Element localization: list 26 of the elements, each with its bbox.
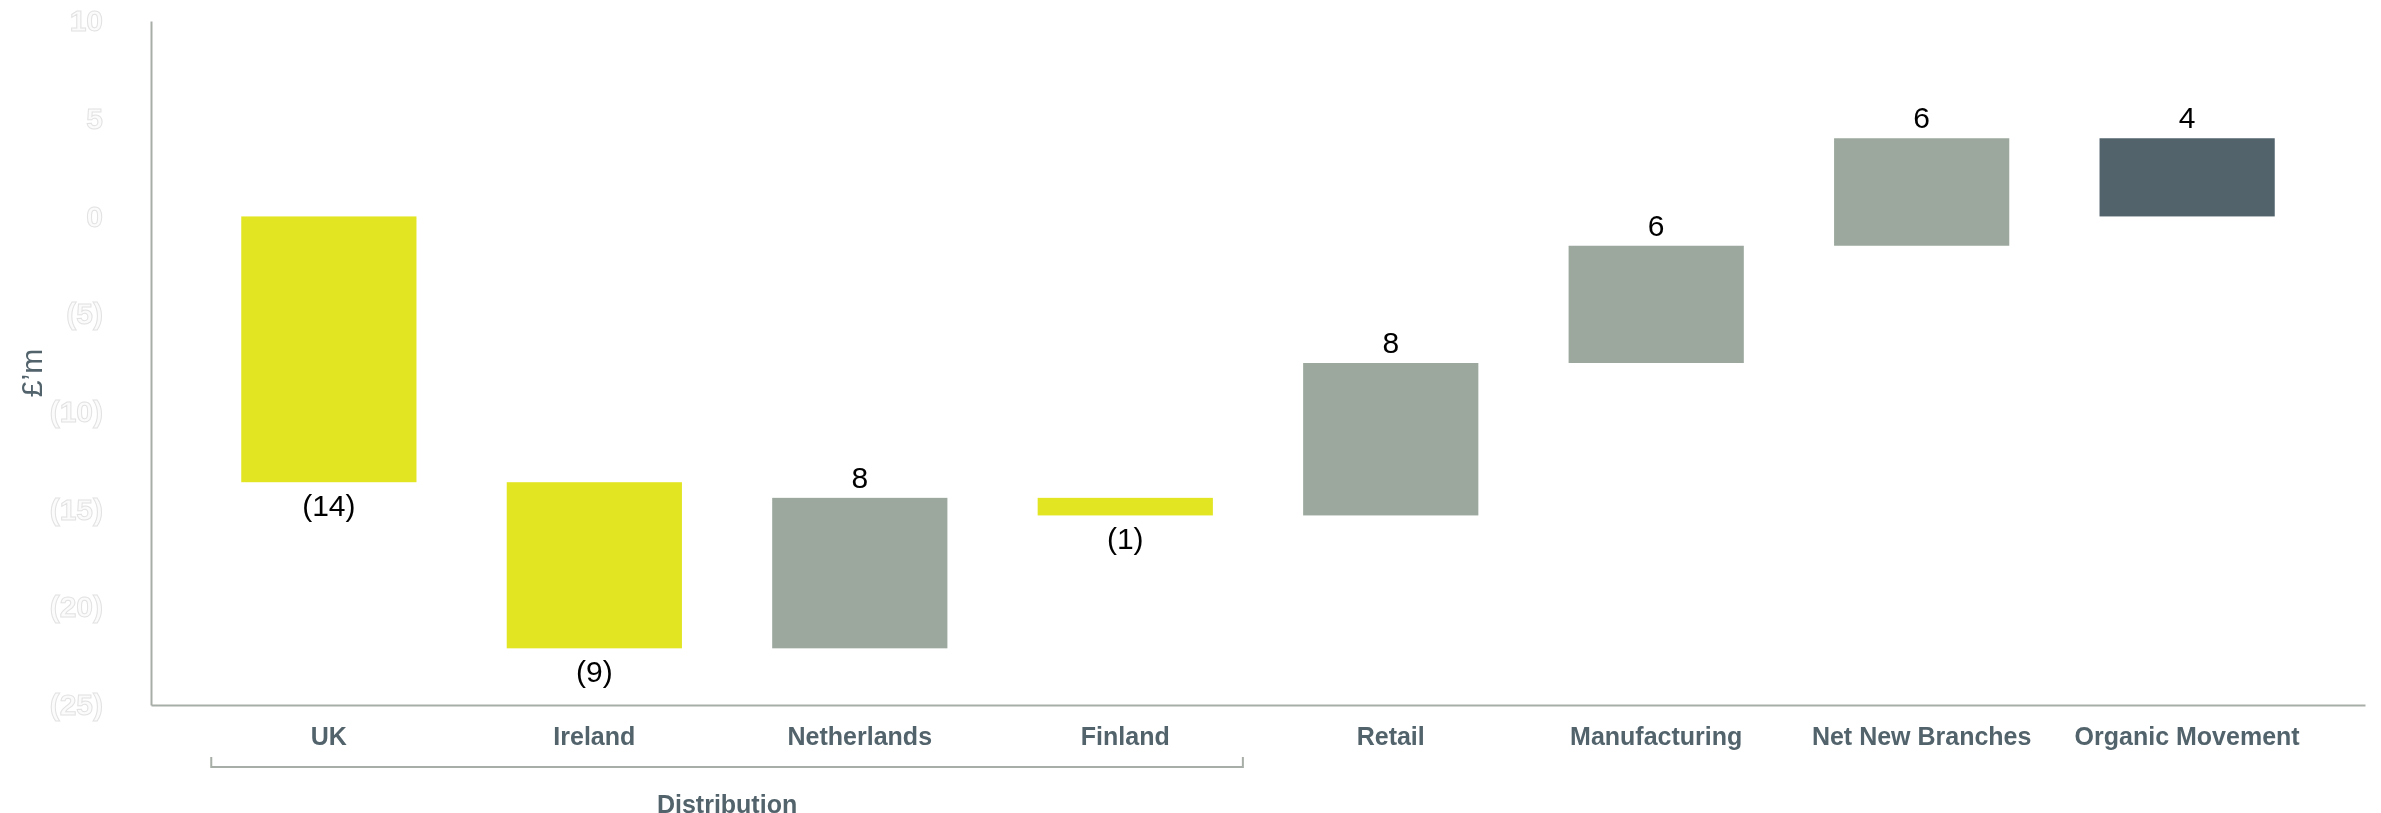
data-label: 4 (2178, 101, 2196, 135)
x-tick-label: Ireland (553, 721, 636, 750)
bar (772, 497, 948, 649)
data-label: (14) (302, 489, 356, 523)
x-tick-label: UK (310, 721, 347, 750)
x-tick-label: Manufacturing (1570, 721, 1743, 750)
bar (1303, 363, 1479, 516)
bar (2099, 138, 2275, 217)
x-tick-label: Net New Branches (1811, 721, 2032, 750)
bar (1568, 245, 1744, 363)
y-axis-title: £’m (15, 348, 48, 398)
bar (1834, 138, 2010, 246)
data-label: (9) (575, 655, 613, 689)
text: Distribution (656, 790, 798, 813)
x-tick-label: Organic Movement (2074, 721, 2301, 750)
data-label: 8 (1382, 326, 1400, 359)
data-label: 6 (1647, 208, 1665, 242)
data-label: (1) (1106, 522, 1144, 556)
x-tick-label: Netherlands (787, 721, 933, 750)
x-tick-label: Retail (1356, 721, 1425, 750)
bar (1037, 497, 1213, 516)
x-tick-label: Finland (1080, 721, 1170, 750)
data-label: 6 (1913, 101, 1931, 135)
data-label: 8 (851, 460, 869, 494)
bar (506, 482, 682, 649)
bar (241, 216, 417, 483)
